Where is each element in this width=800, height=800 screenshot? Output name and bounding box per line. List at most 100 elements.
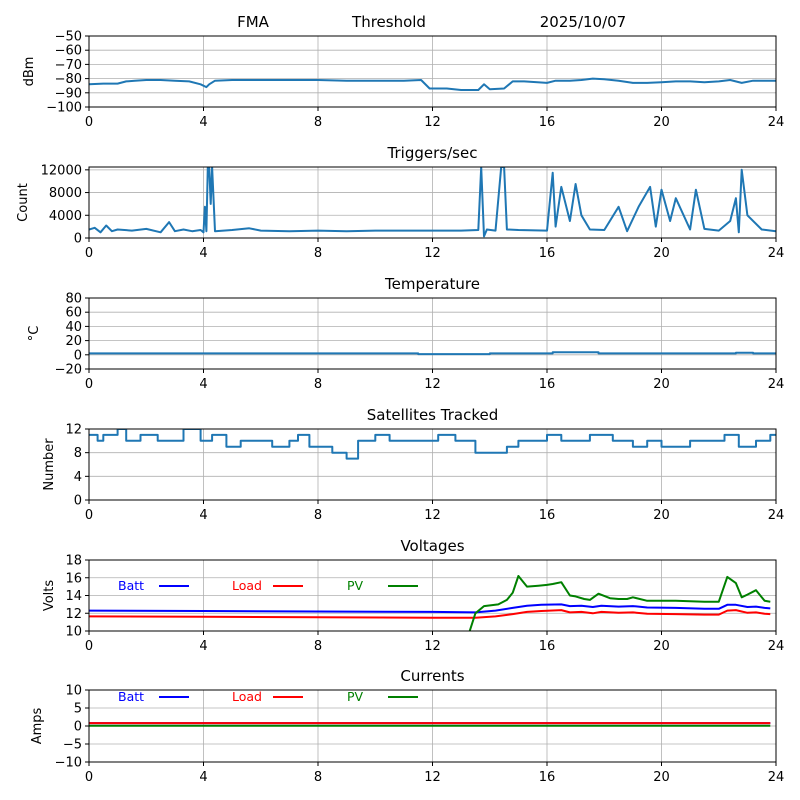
x-tick-label: 8 xyxy=(314,377,322,392)
series-line-dbm xyxy=(89,77,776,91)
x-tick-label: 20 xyxy=(653,508,670,523)
panel-currents: 0 4 8 12 16 20 24 −10 −5 0 5 10 Currents Amps Batt Load… xyxy=(30,667,784,785)
y-tick-label: 10 xyxy=(65,625,82,640)
y-axis-label: °C xyxy=(27,326,42,342)
panel-voltages: 0 4 8 12 16 20 24 10 12 14 16 18 Voltages Volts Batt Lo… xyxy=(42,537,784,654)
panel-title: Currents xyxy=(400,667,464,685)
y-tick-label: −60 xyxy=(55,44,82,59)
legend-item-batt: Batt xyxy=(118,578,189,593)
y-tick-label: 4000 xyxy=(49,209,82,224)
y-tick-label: 0 xyxy=(74,494,82,509)
legend-label: PV xyxy=(347,689,364,704)
x-tick-label: 8 xyxy=(314,246,322,261)
x-tick-label: 24 xyxy=(768,246,785,261)
y-tick-label: −5 xyxy=(63,738,82,753)
y-tick-label: −80 xyxy=(55,72,82,87)
legend-item-pv: PV xyxy=(347,578,418,593)
legend-label: Batt xyxy=(118,689,144,704)
x-tick-label: 8 xyxy=(314,770,322,785)
header-station: FMA xyxy=(237,13,270,31)
y-tick-label: 14 xyxy=(65,589,82,604)
x-tick-label: 0 xyxy=(85,115,93,130)
y-tick-label: −20 xyxy=(55,363,82,378)
x-tick-label: 4 xyxy=(199,508,207,523)
x-tick-label: 16 xyxy=(539,377,556,392)
y-tick-label: −10 xyxy=(55,756,82,771)
legend-label: Load xyxy=(232,578,262,593)
panel-triggers: 0 4 8 12 16 20 24 0 4000 8000 12000 Triggers/sec Cou… xyxy=(16,144,784,261)
x-tick-label: 16 xyxy=(539,770,556,785)
panel-title: Temperature xyxy=(384,275,480,293)
legend-item-batt: Batt xyxy=(118,689,189,704)
y-tick-label: −100 xyxy=(46,101,82,116)
y-tick-label: 10 xyxy=(65,684,82,699)
x-tick-label: 4 xyxy=(199,639,207,654)
x-tick-label: 8 xyxy=(314,115,322,130)
legend-label: Load xyxy=(232,689,262,704)
legend-item-pv: PV xyxy=(347,689,418,704)
y-axis-label: Amps xyxy=(30,707,45,744)
y-tick-label: 80 xyxy=(65,292,82,307)
x-tick-label: 16 xyxy=(539,508,556,523)
x-tick-label: 20 xyxy=(653,770,670,785)
y-axis-label: Number xyxy=(42,438,57,491)
legend-label: Batt xyxy=(118,578,144,593)
x-tick-label: 20 xyxy=(653,115,670,130)
x-tick-label: 12 xyxy=(424,377,441,392)
series-line-batt xyxy=(89,603,771,614)
x-tick-label: 12 xyxy=(424,770,441,785)
x-tick-label: 16 xyxy=(539,246,556,261)
y-tick-label: 12000 xyxy=(41,163,82,178)
panel-title: Triggers/sec xyxy=(387,144,478,162)
x-tick-label: 12 xyxy=(424,246,441,261)
y-axis-label: Volts xyxy=(42,580,57,612)
panel-signal: 0 4 8 12 16 20 24 −100−90−80−70−60−50 dBm xyxy=(22,30,784,131)
x-tick-label: 12 xyxy=(424,639,441,654)
y-axis-label: dBm xyxy=(22,57,37,87)
y-tick-label: 4 xyxy=(74,470,82,485)
y-tick-label: 8 xyxy=(74,446,82,461)
y-tick-label: 8000 xyxy=(49,186,82,201)
x-tick-label: 8 xyxy=(314,508,322,523)
header-mode: Threshold xyxy=(351,13,426,31)
y-tick-label: −90 xyxy=(55,86,82,101)
x-tick-label: 0 xyxy=(85,246,93,261)
panel-title: Voltages xyxy=(400,537,464,555)
legend-label: PV xyxy=(347,578,364,593)
panel-satellites: 0 4 8 12 16 20 24 0 4 8 12 Satellites Tracked Number xyxy=(42,406,784,523)
x-tick-label: 20 xyxy=(653,377,670,392)
x-tick-label: 12 xyxy=(424,115,441,130)
x-tick-label: 12 xyxy=(424,508,441,523)
y-tick-label: 5 xyxy=(74,702,82,717)
x-tick-label: 24 xyxy=(768,770,785,785)
x-tick-label: 24 xyxy=(768,115,785,130)
y-tick-label: 18 xyxy=(65,554,82,569)
y-tick-label: −70 xyxy=(55,58,82,73)
y-tick-label: 60 xyxy=(65,306,82,321)
series-line-pv xyxy=(468,575,771,631)
y-tick-label: 0 xyxy=(74,720,82,735)
series-line-sats xyxy=(89,429,776,460)
header-date: 2025/10/07 xyxy=(540,13,626,31)
y-tick-label: 0 xyxy=(74,232,82,247)
x-tick-label: 20 xyxy=(653,639,670,654)
x-tick-label: 0 xyxy=(85,770,93,785)
x-tick-label: 0 xyxy=(85,639,93,654)
y-tick-label: 12 xyxy=(65,607,82,622)
y-axis-label: Count xyxy=(16,183,31,222)
y-tick-label: 12 xyxy=(65,423,82,438)
x-tick-label: 4 xyxy=(199,770,207,785)
y-tick-label: 40 xyxy=(65,320,82,335)
series-line-temp xyxy=(89,351,776,356)
series-line-load xyxy=(89,609,771,619)
x-tick-label: 20 xyxy=(653,246,670,261)
x-tick-label: 0 xyxy=(85,377,93,392)
x-tick-label: 24 xyxy=(768,508,785,523)
panel-title: Satellites Tracked xyxy=(367,406,498,424)
x-tick-label: 8 xyxy=(314,639,322,654)
x-tick-label: 16 xyxy=(539,639,556,654)
x-tick-label: 16 xyxy=(539,115,556,130)
